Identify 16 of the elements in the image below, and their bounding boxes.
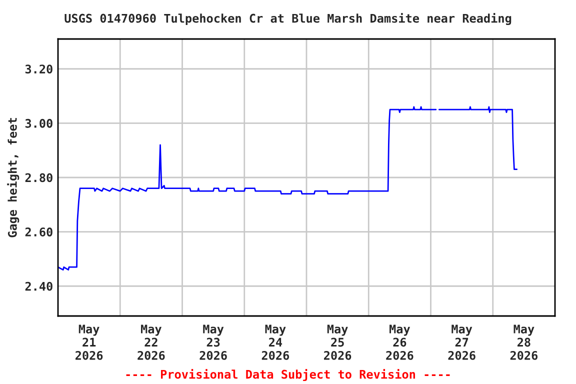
y-axis-title: Gage height, feet — [7, 118, 20, 238]
y-tick-label: 3.20 — [25, 64, 52, 74]
x-tick-label: May 26 2026 — [386, 324, 414, 360]
x-tick-label: May 24 2026 — [262, 324, 290, 360]
x-tick-label: May 22 2026 — [138, 324, 165, 360]
x-tick-label: May 27 2026 — [448, 324, 476, 360]
y-tick-label: 3.00 — [25, 118, 52, 128]
x-tick-label: May 28 2026 — [510, 324, 538, 360]
text: ---- Provisional Data Subject to Revision ---- — [126, 368, 450, 382]
x-tick-label: May 21 2026 — [76, 324, 103, 360]
y-tick-label: 2.40 — [25, 282, 52, 291]
chart-title: USGS 01470960 Tulpehocken Cr at Blue Marsh Damsite near Reading — [64, 12, 512, 26]
y-tick-label: 2.80 — [25, 173, 52, 182]
x-tick-label: May 23 2026 — [200, 324, 227, 360]
x-tick-label: May 25 2026 — [324, 324, 352, 360]
y-tick-label: 2.60 — [25, 228, 52, 236]
